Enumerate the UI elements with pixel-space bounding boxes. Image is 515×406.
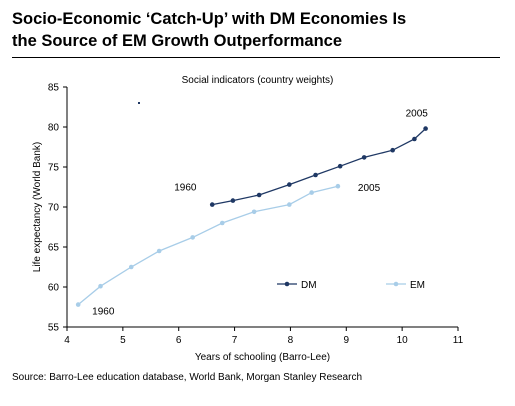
- y-tick-label: 65: [48, 243, 60, 254]
- x-tick-label: 7: [232, 335, 238, 346]
- annotation-dm-1960: 1960: [174, 183, 197, 194]
- y-tick-label: 75: [48, 163, 60, 174]
- x-tick-label: 5: [120, 335, 126, 346]
- x-tick-label: 9: [344, 335, 350, 346]
- em-data-point: [251, 209, 257, 215]
- dm-data-point: [209, 202, 215, 207]
- chart-subtitle: Social indicators (country weights): [181, 75, 334, 86]
- em-data-point: [75, 302, 81, 307]
- y-tick-label: 60: [48, 283, 60, 294]
- annotation-dm-2005: 2005: [406, 109, 429, 120]
- y-tick-label: 85: [48, 83, 60, 94]
- em-data-point: [287, 202, 292, 207]
- dm-data-point: [361, 155, 367, 160]
- dm-data-point: [390, 147, 395, 153]
- em-data-point: [335, 183, 341, 189]
- em-data-point: [128, 264, 134, 270]
- em-data-point: [219, 220, 225, 226]
- dm-data-point: [337, 163, 343, 169]
- dm-data-point: [230, 198, 236, 203]
- dm-data-point: [412, 136, 417, 142]
- em-data-point: [309, 190, 314, 195]
- dm-data-point: [287, 182, 292, 187]
- em-series-line: [77, 185, 339, 306]
- legend-dm-marker: [284, 281, 290, 287]
- chart-title-line-2: the Source of EM Growth Outperformance: [12, 32, 343, 50]
- em-data-point: [190, 235, 195, 240]
- x-tick-label: 10: [397, 335, 409, 346]
- y-tick-label: 70: [48, 203, 60, 214]
- dm-data-point: [313, 172, 318, 178]
- legend-dm-label: DM: [301, 280, 317, 291]
- annotation-em-1960: 1960: [92, 307, 115, 318]
- dm-series-line: [212, 128, 427, 206]
- x-tick-label: 4: [64, 335, 70, 346]
- stray-marker: [138, 102, 140, 104]
- annotation-em-2005: 2005: [358, 183, 381, 194]
- dm-data-point: [256, 192, 262, 198]
- x-axis-label: Years of schooling (Barro-Lee): [195, 352, 330, 363]
- title-divider: [12, 57, 500, 58]
- chart-title-block: Socio-Economic ‘Catch-Up’ with DM Econom…: [12, 8, 502, 52]
- y-tick-label: 55: [48, 323, 60, 334]
- y-tick-label: 80: [48, 123, 60, 134]
- source-note: Source: Barro-Lee education database, Wo…: [12, 372, 363, 383]
- em-data-point: [156, 248, 162, 254]
- y-axis-label: Life expectancy (World Bank): [32, 142, 43, 272]
- x-tick-label: 11: [453, 335, 464, 346]
- x-tick-label: 8: [288, 335, 294, 346]
- legend-em-marker: [393, 281, 399, 287]
- dm-data-point: [423, 126, 428, 131]
- x-tick-label: 6: [176, 335, 182, 346]
- chart-title-line-1: Socio-Economic ‘Catch-Up’ with DM Econom…: [12, 10, 407, 28]
- legend-em-label: EM: [410, 280, 425, 291]
- em-data-point: [98, 283, 103, 289]
